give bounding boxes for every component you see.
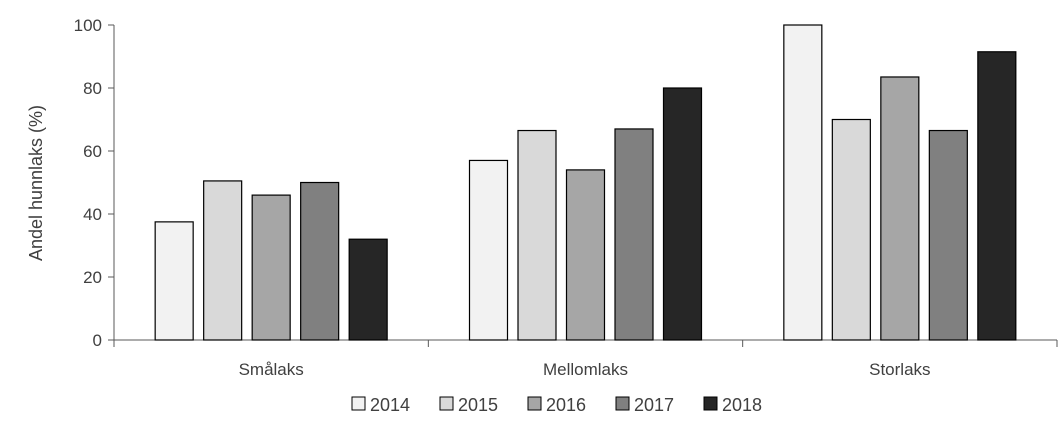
y-axis: 0 20 40 60 80 100 — [74, 16, 115, 350]
y-tick-label: 100 — [74, 16, 102, 35]
legend-label: 2015 — [458, 395, 498, 415]
bar-2018-smålaks — [348, 238, 388, 341]
bar-2017-storlaks — [928, 129, 968, 341]
bar-2014-storlaks — [783, 24, 823, 341]
bar-2015-mellomlaks — [517, 129, 557, 341]
legend-swatch — [615, 396, 630, 411]
y-tick-label: 60 — [83, 142, 102, 161]
legend-label: 2014 — [370, 395, 410, 415]
bar-2016-storlaks — [880, 76, 920, 341]
y-tick-label: 80 — [83, 79, 102, 98]
legend-swatch — [527, 396, 542, 411]
bar-2017-smålaks — [300, 181, 340, 341]
y-tick-label: 40 — [83, 205, 102, 224]
y-tick-label: 20 — [83, 268, 102, 287]
legend-swatch — [351, 396, 366, 411]
category-label: Mellomlaks — [543, 360, 628, 379]
bar-2014-mellomlaks — [468, 159, 509, 341]
legend: 2014 2015 2016 2017 2018 — [351, 395, 762, 415]
category-label: Smålaks — [239, 360, 304, 379]
bar-2018-storlaks — [977, 51, 1017, 341]
bar-2017-mellomlaks — [614, 128, 654, 341]
legend-label: 2016 — [546, 395, 586, 415]
bars — [154, 24, 1017, 341]
bar-2018-mellomlaks — [662, 87, 703, 341]
bar-2016-smålaks — [251, 194, 291, 341]
y-tick-label: 0 — [93, 331, 102, 350]
legend-label: 2018 — [722, 395, 762, 415]
bar-2014-smålaks — [154, 221, 194, 341]
bar-2015-storlaks — [831, 118, 871, 341]
category-label: Storlaks — [869, 360, 930, 379]
legend-label: 2017 — [634, 395, 674, 415]
legend-swatch — [439, 396, 454, 411]
y-axis-label: Andel hunnlaks (%) — [26, 105, 46, 261]
bar-2015-smålaks — [203, 180, 243, 341]
x-axis: Smålaks Mellomlaks Storlaks — [113, 339, 1058, 379]
bar-2016-mellomlaks — [565, 169, 606, 341]
legend-swatch — [703, 396, 718, 411]
